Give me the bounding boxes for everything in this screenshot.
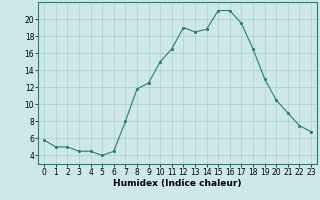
- X-axis label: Humidex (Indice chaleur): Humidex (Indice chaleur): [113, 179, 242, 188]
